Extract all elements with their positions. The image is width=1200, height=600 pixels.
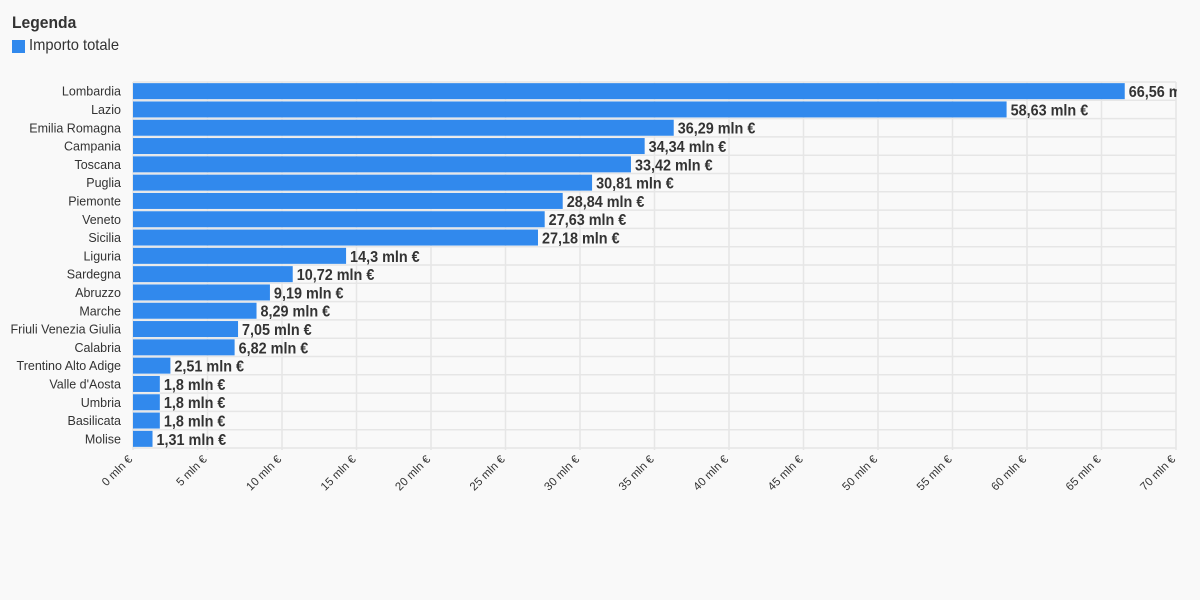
x-tick-label: 40 mln € [691, 453, 731, 493]
data-label: 14,3 mln € [350, 248, 420, 266]
category-label: Emilia Romagna [29, 121, 121, 135]
category-label: Sardegna [67, 268, 121, 282]
grid [132, 81, 1177, 450]
category-label: Lazio [91, 103, 121, 117]
bar[interactable] [133, 192, 563, 209]
x-tick-label: 35 mln € [617, 453, 657, 493]
category-label: Umbria [81, 396, 121, 410]
category-label: Piemonte [68, 194, 121, 208]
category-label: Valle d'Aosta [49, 377, 121, 391]
bar[interactable] [133, 174, 593, 191]
bar[interactable] [133, 156, 631, 173]
data-label: 6,82 mln € [239, 340, 309, 358]
legend-swatch [12, 39, 25, 53]
data-label: 27,63 mln € [549, 212, 627, 230]
x-tick-label: 5 mln € [174, 453, 210, 489]
x-tick-label: 50 mln € [840, 453, 880, 493]
bar[interactable] [133, 119, 674, 136]
bar[interactable] [133, 412, 160, 429]
category-label: Friuli Venezia Giulia [11, 323, 122, 337]
category-label: Campania [64, 140, 121, 154]
category-label: Toscana [74, 158, 121, 172]
category-label: Marche [79, 304, 121, 318]
data-label: 30,81 mln € [596, 175, 674, 193]
category-label: Basilicata [68, 414, 122, 428]
legend-item[interactable]: Importo totale [12, 37, 127, 55]
category-label: Trentino Alto Adige [17, 359, 122, 373]
data-label: 1,8 mln € [164, 413, 226, 431]
x-tick-label: 45 mln € [766, 453, 806, 493]
bar[interactable] [133, 284, 270, 301]
bar[interactable] [133, 229, 538, 246]
bar[interactable] [133, 321, 239, 338]
category-label: Veneto [82, 213, 121, 227]
x-axis: 0 mln € 5 mln € 10 mln € 15 mln € 20 mln € 25… [100, 453, 1179, 493]
data-label: 58,63 mln € [1011, 102, 1089, 120]
data-label: 1,31 mln € [157, 431, 227, 449]
x-tick-label: 20 mln € [393, 453, 433, 493]
category-label: Liguria [83, 249, 121, 263]
category-label: Sicilia [88, 231, 121, 245]
bar[interactable] [133, 357, 171, 374]
bar[interactable] [133, 83, 1125, 100]
bar[interactable] [133, 339, 235, 356]
category-label: Calabria [74, 341, 121, 355]
data-label: 28,84 mln € [567, 193, 645, 211]
data-label: 2,51 mln € [174, 358, 244, 376]
data-label: 8,29 mln € [261, 303, 331, 321]
data-label: 27,18 mln € [542, 230, 620, 248]
x-tick-label: 55 mln € [915, 453, 955, 493]
bar[interactable] [133, 266, 293, 283]
x-tick-label: 65 mln € [1064, 453, 1104, 493]
bar[interactable] [133, 394, 160, 411]
data-label: 34,34 mln € [649, 138, 727, 156]
legend: Legenda Importo totale [12, 12, 127, 55]
bar[interactable] [133, 138, 645, 155]
category-label: Lombardia [62, 85, 121, 99]
bar[interactable] [133, 375, 160, 392]
legend-title: Legenda [12, 13, 77, 32]
bar[interactable] [133, 302, 257, 319]
x-tick-label: 25 mln € [468, 453, 508, 493]
data-label: 66,56 mln € [1129, 83, 1200, 101]
category-label: Molise [85, 432, 121, 446]
bar[interactable] [133, 101, 1007, 118]
data-label: 7,05 mln € [242, 321, 312, 339]
data-label: 1,8 mln € [164, 395, 226, 413]
legend-label: Importo totale [29, 37, 120, 54]
data-label: 9,19 mln € [274, 285, 344, 303]
bar[interactable] [133, 430, 153, 447]
x-tick-label: 15 mln € [319, 453, 359, 493]
x-tick-label: 0 mln € [100, 453, 136, 489]
bars: 66,56 mln € 58,63 mln € 36,29 mln €34,34 m… [133, 83, 1200, 449]
data-label: 10,72 mln € [297, 266, 375, 284]
x-tick-label: 10 mln € [244, 453, 284, 493]
bar[interactable] [133, 211, 545, 228]
data-label: 36,29 mln € [678, 120, 756, 138]
x-tick-label: 60 mln € [989, 453, 1029, 493]
x-tick-label: 30 mln € [542, 453, 582, 493]
x-tick-label: 70 mln € [1138, 453, 1178, 493]
category-label: Abruzzo [75, 286, 121, 300]
data-label: 1,8 mln € [164, 376, 226, 394]
bar[interactable] [133, 247, 347, 264]
data-label: 33,42 mln € [635, 157, 713, 175]
category-label: Puglia [86, 176, 121, 190]
